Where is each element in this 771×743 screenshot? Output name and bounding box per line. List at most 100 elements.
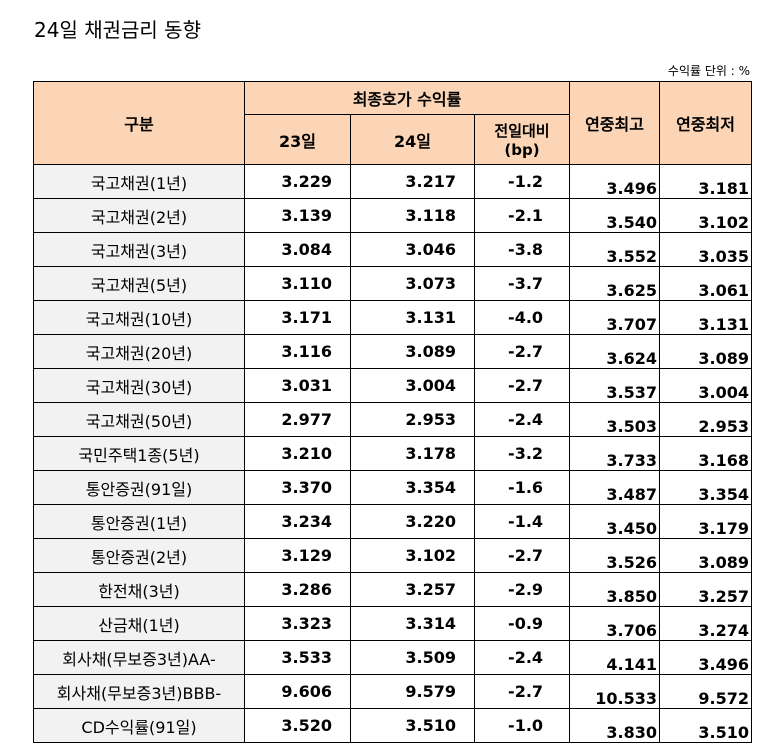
yield-day-24: 3.354 [350,470,475,505]
header-day-24: 24일 [350,114,475,165]
change-bp: -3.2 [473,436,571,471]
yield-day-23: 3.286 [244,572,351,607]
yield-day-23: 3.533 [244,640,351,675]
change-bp: -2.7 [473,334,571,369]
change-bp: -2.4 [473,402,571,437]
header-change-label: 전일대비 [494,122,550,140]
yield-day-24: 3.004 [350,368,475,403]
table-row: 국고채권(5년) 3.110 3.073 -3.7 3.625 3.061 [33,266,753,301]
change-bp: -2.7 [473,538,571,573]
year-low: 3.354 [659,470,753,505]
year-high: 3.496 [569,164,661,199]
row-name: 국고채권(3년) [33,232,245,267]
change-bp: -1.0 [473,708,571,743]
row-name: 국고채권(10년) [33,300,245,335]
year-high: 3.526 [569,538,661,573]
year-high: 4.141 [569,640,661,675]
table-row: 국고채권(10년) 3.171 3.131 -4.0 3.707 3.131 [33,300,753,335]
table-row: 국고채권(20년) 3.116 3.089 -2.7 3.624 3.089 [33,334,753,369]
year-high: 3.625 [569,266,661,301]
year-low: 3.004 [659,368,753,403]
yield-day-24: 3.118 [350,198,475,233]
change-bp: -2.9 [473,572,571,607]
row-name: 국고채권(5년) [33,266,245,301]
yield-day-24: 3.131 [350,300,475,335]
yield-day-24: 3.217 [350,164,475,199]
header-category: 구분 [33,81,245,165]
yield-day-23: 3.129 [244,538,351,573]
row-name: 통안증권(1년) [33,504,245,539]
yield-day-24: 3.257 [350,572,475,607]
year-high: 3.733 [569,436,661,471]
row-name: 통안증권(91일) [33,470,245,505]
row-name: 국고채권(50년) [33,402,245,437]
row-name: 국고채권(20년) [33,334,245,369]
year-high: 3.850 [569,572,661,607]
change-bp: -3.7 [473,266,571,301]
year-high: 3.540 [569,198,661,233]
year-low: 3.168 [659,436,753,471]
table-row: 국고채권(30년) 3.031 3.004 -2.7 3.537 3.004 [33,368,753,403]
table-row: 국민주택1종(5년) 3.210 3.178 -3.2 3.733 3.168 [33,436,753,471]
year-low: 3.131 [659,300,753,335]
table-row: 국고채권(50년) 2.977 2.953 -2.4 3.503 2.953 [33,402,753,437]
yield-day-24: 3.046 [350,232,475,267]
table-row: 국고채권(2년) 3.139 3.118 -2.1 3.540 3.102 [33,198,753,233]
year-high: 3.450 [569,504,661,539]
row-name: 산금채(1년) [33,606,245,641]
row-name: 국민주택1종(5년) [33,436,245,471]
yield-day-24: 3.314 [350,606,475,641]
page-title: 24일 채권금리 동향 [34,18,201,42]
change-bp: -2.7 [473,674,571,709]
row-name: 국고채권(2년) [33,198,245,233]
year-high: 3.707 [569,300,661,335]
yield-day-23: 3.139 [244,198,351,233]
yield-day-24: 3.089 [350,334,475,369]
yield-day-23: 3.323 [244,606,351,641]
change-bp: -2.1 [473,198,571,233]
header-change-unit: (bp) [504,141,540,159]
row-name: 한전채(3년) [33,572,245,607]
change-bp: -1.4 [473,504,571,539]
table-row: 국고채권(3년) 3.084 3.046 -3.8 3.552 3.035 [33,232,753,267]
change-bp: -4.0 [473,300,571,335]
yield-day-23: 3.370 [244,470,351,505]
header-day-23: 23일 [244,114,351,165]
year-low: 3.089 [659,538,753,573]
table-row: 국고채권(1년) 3.229 3.217 -1.2 3.496 3.181 [33,164,753,199]
year-low: 3.257 [659,572,753,607]
table-row: 통안증권(2년) 3.129 3.102 -2.7 3.526 3.089 [33,538,753,573]
yield-day-23: 3.084 [244,232,351,267]
header-change: 전일대비 (bp) [473,114,571,165]
year-low: 3.510 [659,708,753,743]
yield-day-24: 3.102 [350,538,475,573]
year-low: 3.102 [659,198,753,233]
year-high: 10.533 [569,674,661,709]
year-high: 3.624 [569,334,661,369]
yield-day-23: 3.234 [244,504,351,539]
yield-day-23: 9.606 [244,674,351,709]
yield-day-24: 3.073 [350,266,475,301]
row-name: 국고채권(30년) [33,368,245,403]
yield-day-24: 3.510 [350,708,475,743]
yield-day-23: 3.210 [244,436,351,471]
year-low: 2.953 [659,402,753,437]
row-name: 회사채(무보증3년)BBB- [33,674,245,709]
header-year-high: 연중최고 [569,81,661,165]
change-bp: -0.9 [473,606,571,641]
yield-day-23: 3.031 [244,368,351,403]
row-name: 통안증권(2년) [33,538,245,573]
table-row: 산금채(1년) 3.323 3.314 -0.9 3.706 3.274 [33,606,753,641]
year-high: 3.552 [569,232,661,267]
row-name: 회사채(무보증3년)AA- [33,640,245,675]
year-low: 9.572 [659,674,753,709]
year-low: 3.496 [659,640,753,675]
year-high: 3.537 [569,368,661,403]
table-row: CD수익률(91일) 3.520 3.510 -1.0 3.830 3.510 [33,708,753,743]
table-row: 한전채(3년) 3.286 3.257 -2.9 3.850 3.257 [33,572,753,607]
header-closing-yield: 최종호가 수익률 [243,81,571,115]
row-name: CD수익률(91일) [33,708,245,743]
yield-day-23: 3.116 [244,334,351,369]
yield-day-24: 3.220 [350,504,475,539]
change-bp: -1.2 [473,164,571,199]
